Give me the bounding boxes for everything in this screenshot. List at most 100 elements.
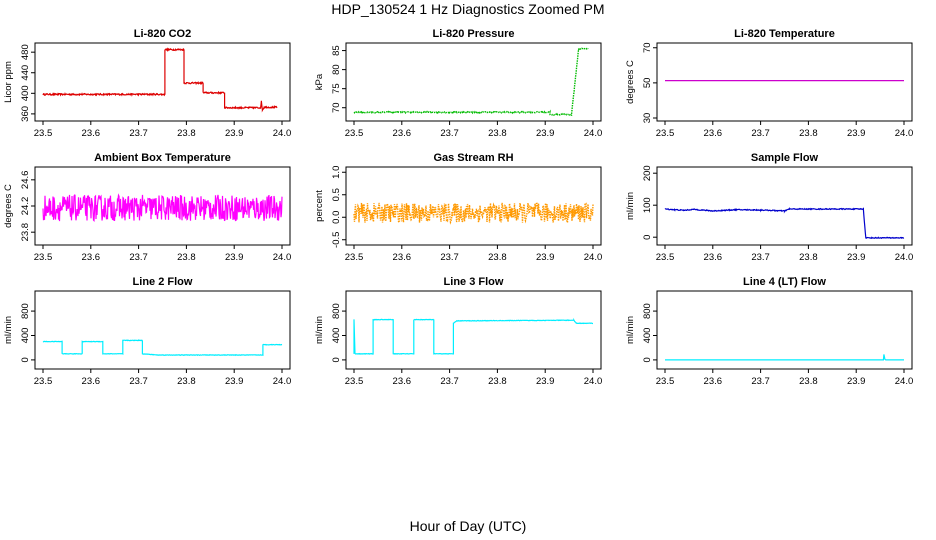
x-tick-label: 23.6: [82, 376, 101, 387]
x-tick-label: 23.7: [129, 376, 148, 387]
plot-frame: [656, 166, 913, 246]
series-line-li-820-pressure: [353, 47, 589, 117]
y-tick-label: 1.0: [331, 166, 342, 179]
y-tick-label: 200: [642, 165, 653, 181]
panel-title: Gas Stream RH: [433, 152, 513, 164]
x-tick-label: 23.5: [345, 252, 364, 263]
x-tick-label: 23.5: [656, 128, 675, 139]
x-tick-label: 23.9: [536, 252, 555, 263]
y-tick-label: 24.6: [20, 171, 31, 190]
y-axis-label: ml/min: [314, 316, 325, 344]
y-tick-label: 23.8: [20, 223, 31, 242]
y-tick-label: 70: [642, 42, 653, 53]
x-tick-label: 23.8: [177, 376, 196, 387]
x-tick-label: 23.6: [704, 252, 723, 263]
y-tick-label: 800: [331, 303, 342, 319]
y-tick-label: 70: [331, 102, 342, 113]
y-tick-label: 400: [331, 328, 342, 344]
series-line-li-820-co2: [42, 47, 278, 113]
x-tick-label: 23.7: [440, 252, 459, 263]
series-line-gas-stream-rh: [353, 202, 594, 225]
x-tick-label: 24.0: [273, 128, 292, 139]
panel-li-820-co2: Li-820 CO2 23.5 23.6 23.7 23.8 23.9 24.0 360 400…: [3, 28, 291, 139]
panel-title: Li-820 Temperature: [734, 28, 835, 40]
x-tick-label: 23.5: [345, 376, 364, 387]
x-tick-label: 23.9: [847, 128, 866, 139]
series-line-line-3-flow: [353, 317, 593, 355]
x-tick-label: 23.8: [177, 128, 196, 139]
y-tick-label: 30: [642, 113, 653, 124]
x-tick-label: 23.5: [34, 376, 53, 387]
x-tick-label: 23.6: [82, 252, 101, 263]
x-tick-label: 23.8: [177, 252, 196, 263]
panel-li-820-pressure: Li-820 Pressure 23.5 23.6 23.7 23.8 23.9 24.0 7…: [314, 28, 602, 139]
x-tick-label: 24.0: [584, 128, 603, 139]
y-tick-label: 50: [642, 78, 653, 89]
x-tick-label: 23.7: [751, 252, 770, 263]
series-line-line-4-lt-flow: [665, 354, 904, 361]
x-tick-label: 23.8: [488, 376, 507, 387]
x-tick-label: 23.8: [799, 252, 818, 263]
x-tick-label: 23.7: [129, 252, 148, 263]
x-tick-label: 23.9: [847, 376, 866, 387]
y-tick-label: 75: [331, 83, 342, 94]
x-tick-label: 24.0: [273, 252, 292, 263]
y-tick-label: 800: [20, 303, 31, 319]
panel-title: Line 2 Flow: [133, 276, 193, 288]
x-tick-label: 24.0: [273, 376, 292, 387]
plot-frame: [345, 166, 602, 246]
panel-ambient-box-temperature: Ambient Box Temperature 23.5 23.6 23.7 23.8 2…: [3, 152, 291, 263]
x-tick-label: 23.5: [345, 128, 364, 139]
x-tick-label: 23.5: [656, 376, 675, 387]
y-tick-label: 0: [331, 357, 342, 362]
y-axis-label: degrees C: [3, 184, 14, 228]
x-tick-label: 23.9: [225, 376, 244, 387]
x-tick-label: 24.0: [895, 252, 914, 263]
panel-title: Line 3 Flow: [444, 276, 504, 288]
panel-title: Ambient Box Temperature: [94, 152, 231, 164]
series-line-ambient-box-temperature: [42, 193, 283, 222]
plot-frame: [656, 42, 913, 122]
plot-frame: [656, 290, 913, 370]
y-tick-label: 440: [20, 65, 31, 81]
panel-title: Li-820 Pressure: [433, 28, 515, 40]
panel-li-820-temperature: Li-820 Temperature 23.5 23.6 23.7 23.8 23.9 24…: [625, 28, 913, 139]
y-tick-label: 0: [642, 235, 653, 240]
x-tick-label: 23.8: [799, 376, 818, 387]
x-tick-label: 23.7: [751, 376, 770, 387]
y-tick-label: 0: [20, 357, 31, 362]
x-tick-label: 23.7: [440, 128, 459, 139]
x-tick-label: 23.6: [704, 128, 723, 139]
x-tick-label: 23.6: [393, 252, 412, 263]
y-axis-label: ml/min: [625, 316, 636, 344]
y-tick-label: 360: [20, 106, 31, 122]
x-tick-label: 23.6: [82, 128, 101, 139]
x-tick-label: 23.6: [393, 376, 412, 387]
x-tick-label: 23.9: [225, 252, 244, 263]
x-tick-label: 23.7: [129, 128, 148, 139]
panel-title: Sample Flow: [751, 152, 819, 164]
x-tick-label: 23.5: [34, 252, 53, 263]
panel-gas-stream-rh: Gas Stream RH 23.5 23.6 23.7 23.8 23.9 24.0 -0.…: [314, 152, 602, 263]
x-tick-label: 23.5: [656, 252, 675, 263]
y-tick-label: 0.0: [331, 211, 342, 224]
y-tick-label: 400: [20, 85, 31, 101]
main-title: HDP_130524 1 Hz Diagnostics Zoomed PM: [331, 1, 605, 17]
panel-line-4-lt-flow: Line 4 (LT) Flow 23.5 23.6 23.7 23.8 23.9 24.0…: [625, 276, 913, 387]
y-axis-label: percent: [314, 190, 325, 222]
y-axis-label: ml/min: [625, 192, 636, 220]
y-axis-label: degrees C: [625, 60, 636, 104]
y-tick-label: 0: [642, 357, 653, 362]
plot-frame: [345, 290, 602, 370]
x-tick-label: 24.0: [584, 252, 603, 263]
x-tick-label: 23.8: [488, 252, 507, 263]
x-tick-label: 23.7: [751, 128, 770, 139]
series-line-sample-flow: [664, 207, 905, 240]
y-tick-label: 85: [331, 45, 342, 56]
panel-line-2-flow: Line 2 Flow 23.5 23.6 23.7 23.8 23.9 24.0 0 400 8…: [3, 276, 291, 387]
y-tick-label: -0.5: [331, 232, 342, 248]
x-tick-label: 23.6: [704, 376, 723, 387]
x-tick-label: 23.8: [488, 128, 507, 139]
x-tick-label: 23.7: [440, 376, 459, 387]
y-tick-label: 400: [642, 328, 653, 344]
